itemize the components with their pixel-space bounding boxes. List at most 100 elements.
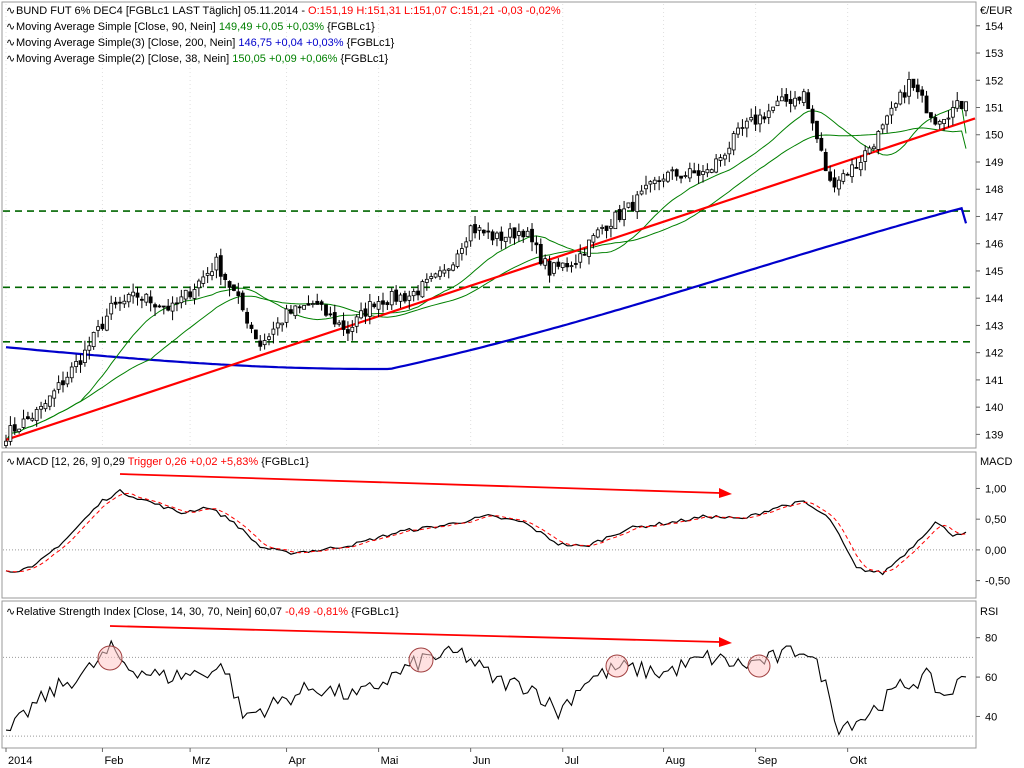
candle — [587, 239, 591, 265]
trendline — [5, 117, 976, 441]
candle — [841, 169, 846, 185]
candle — [346, 321, 350, 341]
candle — [836, 176, 841, 196]
candle — [236, 282, 241, 304]
rsi-change: -0,49 -0,81% — [285, 606, 348, 618]
candle — [376, 295, 381, 317]
candle — [131, 283, 136, 304]
candle — [582, 248, 587, 256]
candle — [179, 289, 184, 309]
candle — [157, 304, 162, 308]
candle — [249, 322, 254, 334]
candle — [275, 317, 280, 336]
candle — [170, 296, 175, 321]
candle — [175, 297, 179, 312]
candle — [284, 304, 289, 328]
candle — [188, 286, 193, 300]
macd-unit: MACD — [980, 456, 1012, 468]
candle — [534, 235, 539, 254]
candle — [218, 248, 223, 285]
macd-tick-label: 0,50 — [985, 514, 1006, 526]
candle — [552, 261, 556, 277]
trigger-line — [5, 492, 967, 573]
candle — [955, 92, 960, 112]
candle — [937, 119, 942, 130]
candle — [946, 110, 951, 128]
candle — [731, 130, 736, 156]
candle — [591, 233, 596, 249]
candle — [389, 287, 394, 310]
x-tick-label: Sep — [758, 755, 778, 767]
candle — [196, 278, 201, 297]
candle — [679, 175, 683, 184]
candle — [350, 320, 355, 341]
candle — [613, 210, 618, 230]
x-tick-label: Feb — [104, 755, 123, 767]
price-tick-label: 141 — [985, 375, 1003, 387]
candle — [565, 257, 569, 272]
candle — [854, 158, 859, 169]
candle — [293, 305, 298, 320]
rsi-divergence-arrow — [109, 625, 732, 647]
candle — [113, 297, 118, 309]
macd-lines — [5, 488, 967, 576]
candle — [718, 154, 723, 167]
candle — [626, 202, 631, 209]
candle — [455, 249, 460, 269]
candle — [100, 316, 105, 331]
price-tick-label: 151 — [985, 103, 1003, 115]
moving-averages — [5, 105, 968, 442]
rsi-peak-marker — [605, 654, 629, 678]
candle — [573, 254, 578, 269]
candle — [52, 388, 57, 407]
candle — [924, 90, 929, 114]
rsi-icon: ∿ — [6, 606, 15, 618]
svg-text:Moving Average Simple(3) [Clos: Moving Average Simple(3) [Close, 200, Ne… — [16, 37, 395, 49]
candle — [578, 244, 583, 269]
candle — [109, 295, 114, 320]
macd-axis: 1,00 0,50 0,00 -0,50 — [976, 483, 1010, 588]
candle — [385, 300, 390, 310]
candle — [135, 286, 140, 306]
candle — [21, 409, 26, 429]
ohlc-values: O:151,19 H:151,31 L:151,07 — [308, 5, 447, 17]
rsi-peak-marker — [97, 645, 123, 671]
candle — [644, 175, 648, 195]
rsi-tick-label: 60 — [985, 672, 997, 684]
rsi-label: Relative Strength Index [Close, 14, 30, … — [16, 606, 282, 618]
macd-tick-label: -0,50 — [985, 576, 1010, 588]
price-tick-label: 146 — [985, 239, 1003, 251]
x-tick-label: Mrz — [192, 755, 210, 767]
candle — [915, 78, 920, 99]
candle — [867, 145, 872, 155]
x-tick-label: Okt — [850, 755, 867, 767]
candle — [227, 280, 232, 297]
candle — [363, 302, 368, 324]
candle — [617, 204, 622, 223]
rsi-peak-marker — [408, 647, 434, 673]
candle — [911, 78, 916, 91]
candle — [942, 118, 946, 131]
price-tick-label: 140 — [985, 402, 1003, 414]
candle — [898, 89, 903, 106]
candle — [438, 266, 442, 280]
candle — [201, 270, 206, 288]
candle — [622, 200, 626, 227]
ma90-label: Moving Average Simple [Close, 90, Nein] — [16, 21, 216, 33]
candle — [473, 215, 477, 239]
candle — [468, 224, 473, 247]
candle — [47, 395, 52, 411]
candle — [464, 237, 469, 256]
candle — [34, 406, 39, 427]
candle — [727, 141, 732, 163]
price-panel-frame — [1, 1, 977, 449]
candle — [740, 119, 745, 136]
candle — [210, 262, 214, 281]
candle — [771, 106, 776, 114]
candle — [223, 272, 228, 287]
svg-text:Moving Average Simple [Close,: Moving Average Simple [Close, 90, Nein] … — [16, 21, 375, 33]
ma200-label: Moving Average Simple(3) [Close, 200, Ne… — [16, 37, 235, 49]
candle — [403, 290, 407, 304]
candle — [324, 304, 328, 317]
